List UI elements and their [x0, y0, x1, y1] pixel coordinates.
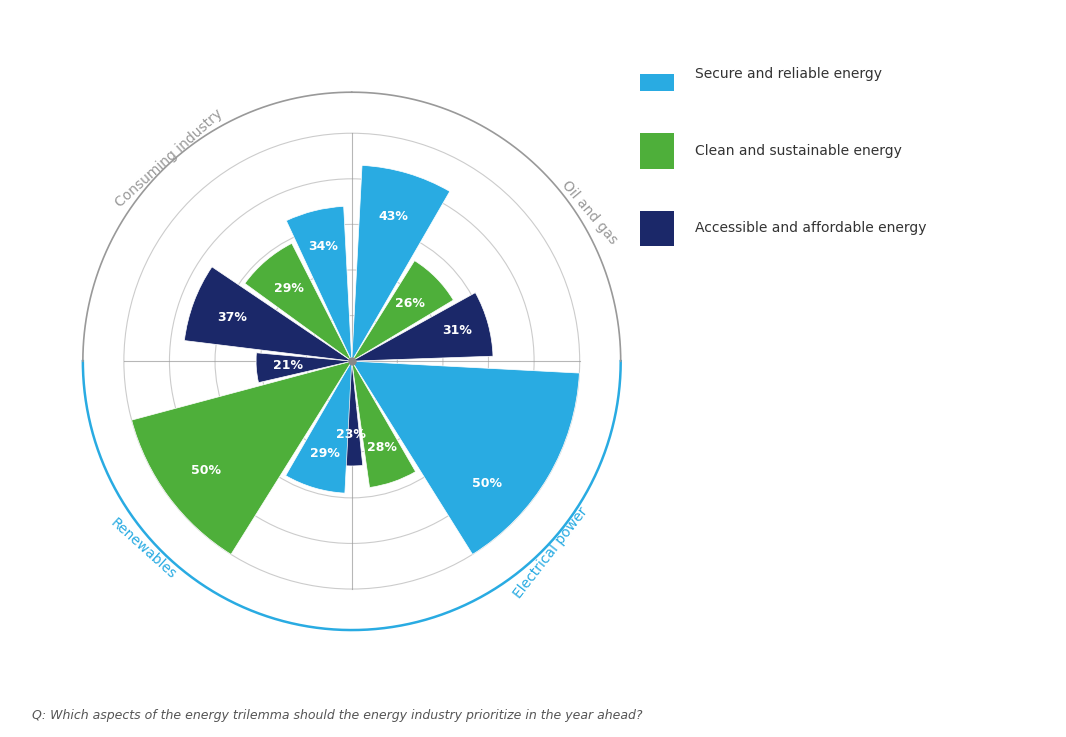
- Text: Secure and reliable energy: Secure and reliable energy: [695, 67, 882, 80]
- Text: 21%: 21%: [273, 359, 303, 372]
- Wedge shape: [245, 243, 352, 361]
- Wedge shape: [287, 206, 352, 361]
- FancyBboxPatch shape: [640, 211, 674, 246]
- Wedge shape: [352, 293, 492, 361]
- Text: Accessible and affordable energy: Accessible and affordable energy: [695, 222, 926, 235]
- Wedge shape: [337, 361, 362, 466]
- Wedge shape: [352, 165, 450, 361]
- Text: Renewables: Renewables: [108, 516, 179, 581]
- Text: Oil and gas: Oil and gas: [560, 178, 620, 247]
- Text: 26%: 26%: [394, 296, 424, 310]
- Text: Electrical power: Electrical power: [511, 504, 591, 601]
- Text: 37%: 37%: [216, 311, 247, 324]
- Wedge shape: [131, 361, 352, 554]
- Wedge shape: [352, 361, 580, 554]
- Text: Q: Which aspects of the energy trilemma should the energy industry prioritize in: Q: Which aspects of the energy trilemma …: [32, 709, 643, 722]
- Text: 29%: 29%: [274, 282, 304, 296]
- Wedge shape: [352, 361, 416, 487]
- Text: 43%: 43%: [378, 210, 408, 223]
- Text: Clean and sustainable energy: Clean and sustainable energy: [695, 144, 902, 158]
- FancyBboxPatch shape: [640, 56, 674, 91]
- Wedge shape: [256, 353, 352, 383]
- Text: 29%: 29%: [310, 447, 340, 460]
- Text: 34%: 34%: [308, 240, 338, 253]
- Text: 23%: 23%: [336, 427, 366, 441]
- FancyBboxPatch shape: [640, 133, 674, 169]
- Text: 50%: 50%: [472, 477, 502, 489]
- Wedge shape: [352, 261, 453, 361]
- Text: 31%: 31%: [442, 324, 472, 338]
- Text: 28%: 28%: [367, 441, 397, 454]
- Text: 50%: 50%: [191, 464, 221, 478]
- Text: Consuming industry: Consuming industry: [112, 106, 225, 209]
- Wedge shape: [286, 361, 352, 493]
- Wedge shape: [184, 267, 352, 361]
